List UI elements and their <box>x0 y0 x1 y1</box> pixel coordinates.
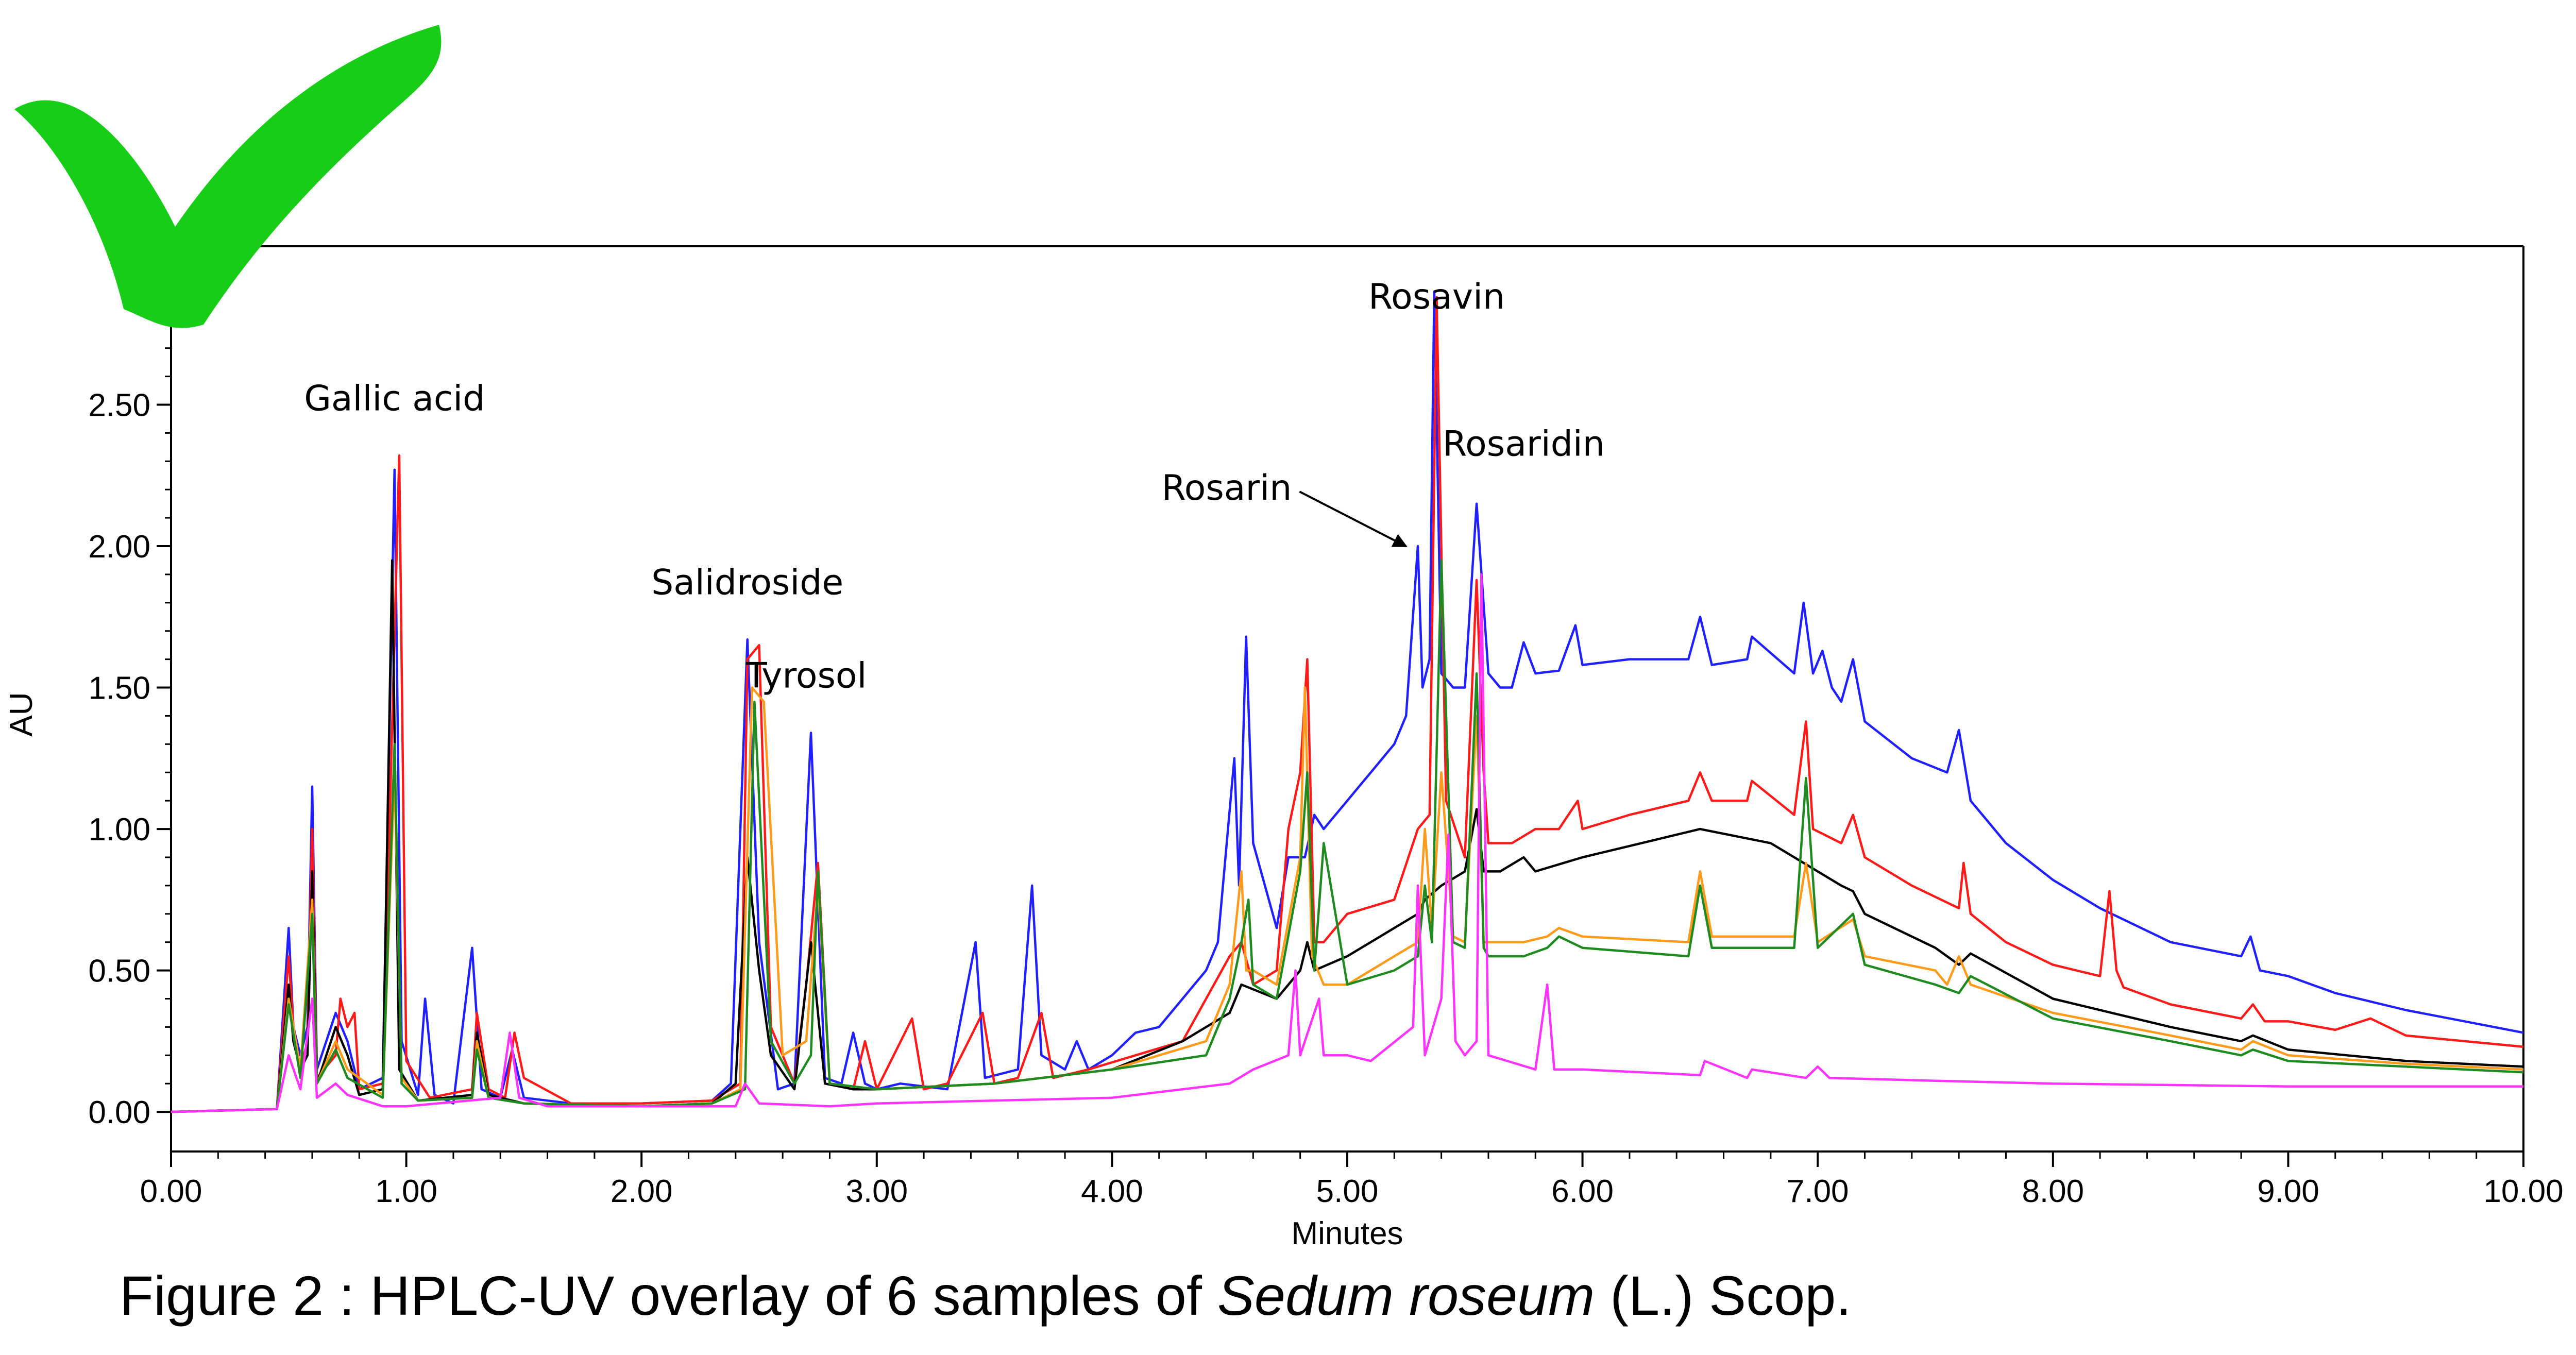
peak-label-rosavin: Rosavin <box>1368 277 1505 317</box>
y-tick-label: 2.00 <box>88 529 150 565</box>
peak-annotations: Gallic acid Salidroside Tyrosol Rosarin Rosa… <box>304 277 1605 697</box>
x-tick-label: 8.00 <box>2022 1174 2084 1209</box>
x-tick-label: 2.00 <box>611 1174 673 1209</box>
series-line-6 <box>171 573 2523 1113</box>
checkmark-icon <box>14 25 442 328</box>
series-line-1 <box>171 290 2524 1113</box>
x-tick-label: 0.00 <box>140 1174 202 1209</box>
series-line-5 <box>171 559 2524 1113</box>
plot-frame <box>170 245 2524 1153</box>
x-tick-label: 6.00 <box>1551 1174 1614 1209</box>
x-axis: 0.00 1.00 2.00 3.00 4.00 5.00 6.00 7.00 8.00 9.00… <box>140 1151 2564 1209</box>
series-line-2 <box>171 296 2524 1113</box>
y-tick-label: 1.00 <box>88 812 150 848</box>
peak-label-salidroside: Salidroside <box>651 562 843 603</box>
series-line-3 <box>171 559 2524 1113</box>
y-tick-label: 2.50 <box>88 387 150 423</box>
x-tick-label: 1.00 <box>375 1174 437 1209</box>
x-tick-label: 7.00 <box>1787 1174 1849 1209</box>
y-tick-label: 1.50 <box>88 671 150 706</box>
x-tick-label: 3.00 <box>845 1174 908 1209</box>
x-tick-label: 9.00 <box>2257 1174 2319 1209</box>
peak-label-gallic-acid: Gallic acid <box>304 378 485 419</box>
caption-prefix: Figure 2 : HPLC-UV overlay of 6 samples … <box>120 1264 1217 1327</box>
x-tick-label: 5.00 <box>1316 1174 1379 1209</box>
series-line-4 <box>171 686 2524 1113</box>
peak-label-rosaridin: Rosaridin <box>1443 424 1605 464</box>
chromatogram-traces <box>171 290 2524 1113</box>
caption-suffix: (L.) Scop. <box>1595 1264 1852 1327</box>
x-axis-label: Minutes <box>1291 1216 1403 1251</box>
x-tick-label: 10.00 <box>2483 1174 2563 1209</box>
y-axis-label: AU <box>4 692 39 736</box>
y-axis: 0.00 0.50 1.00 1.50 2.00 2.50 <box>88 262 171 1130</box>
caption-species: Sedum roseum <box>1217 1264 1595 1327</box>
arrow-rosarin <box>1299 490 1408 548</box>
y-tick-label: 0.50 <box>88 954 150 989</box>
y-tick-label: 0.00 <box>88 1095 150 1130</box>
x-tick-label: 4.00 <box>1081 1174 1143 1209</box>
peak-label-tyrosol: Tyrosol <box>745 656 867 697</box>
peak-label-rosarin: Rosarin <box>1162 468 1292 509</box>
figure-caption: Figure 2 : HPLC-UV overlay of 6 samples … <box>120 1263 1851 1328</box>
